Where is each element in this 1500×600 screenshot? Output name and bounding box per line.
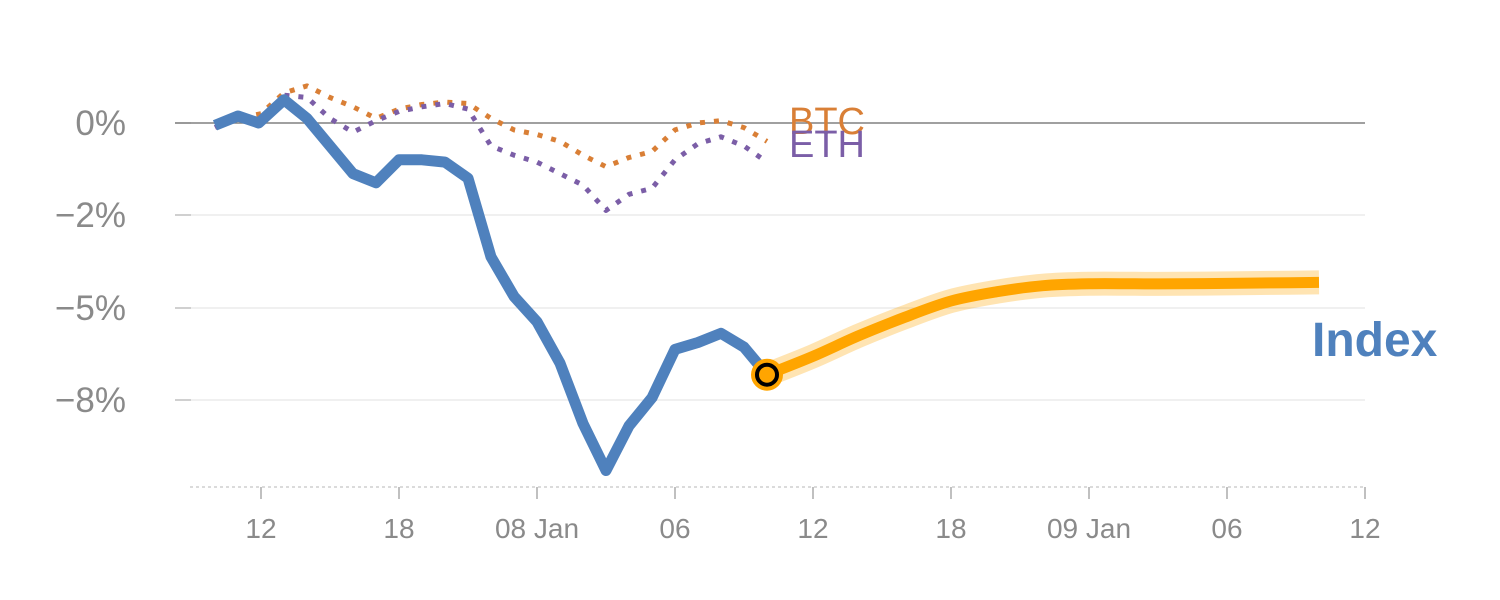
- forecast-line: [764, 276, 1320, 380]
- x-tick-label: 08 Jan: [495, 513, 579, 544]
- y-tick-label: −5%: [55, 289, 126, 328]
- series-layer: [212, 83, 1320, 476]
- x-tick-label: 12: [797, 513, 828, 544]
- current-point-marker: [755, 362, 779, 387]
- marker-layer: [751, 358, 783, 391]
- x-tick-label: 06: [659, 513, 690, 544]
- x-tick-label: 18: [935, 513, 966, 544]
- y-tick-label: 0%: [75, 104, 126, 143]
- forecast-band: [762, 270, 1320, 386]
- x-tick-label: 12: [245, 513, 276, 544]
- x-tick-label: 18: [383, 513, 414, 544]
- y-tick-label: −2%: [55, 196, 126, 235]
- series-line-btc: [214, 83, 769, 170]
- grid-layer: 0% −2% −5% −8%: [55, 104, 1365, 420]
- x-tick-label: 09 Jan: [1047, 513, 1131, 544]
- label-layer: BTC ETH Index: [789, 101, 1438, 367]
- x-tick-label: 06: [1211, 513, 1242, 544]
- series-label-btc: BTC: [789, 101, 865, 143]
- x-tick-label: 12: [1349, 513, 1380, 544]
- series-label-index: Index: [1312, 314, 1438, 367]
- x-axis: 12 18 08 Jan 06 12 18 09 Jan 06 12: [190, 486, 1381, 544]
- y-tick-label: −8%: [55, 381, 126, 420]
- series-label-eth: ETH: [789, 124, 865, 166]
- series-line-index: [212, 94, 772, 476]
